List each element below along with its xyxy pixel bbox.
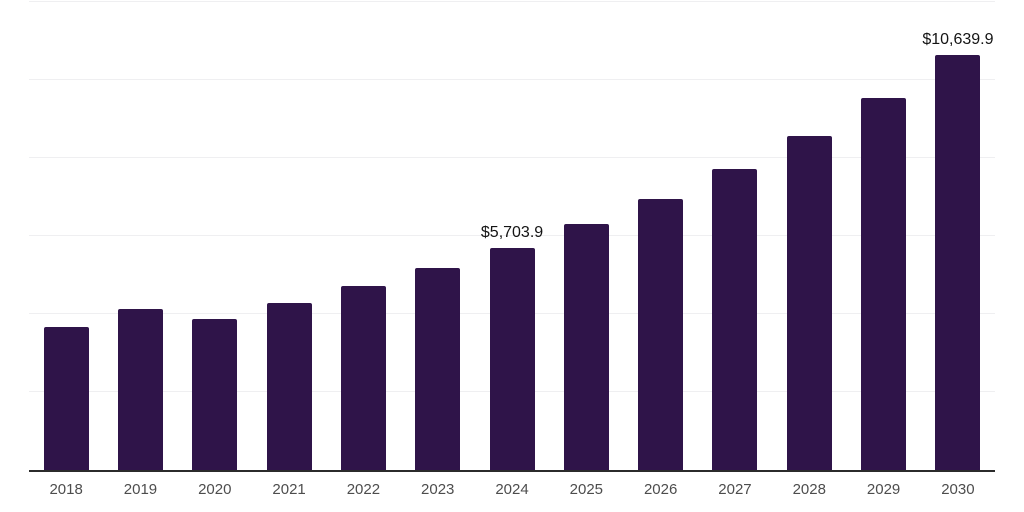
bar-slot-2027 [698, 2, 772, 470]
bar-2028 [786, 136, 832, 470]
bar-slot-2024: $5,703.9 [475, 2, 549, 470]
bar-2020 [192, 318, 238, 470]
bar-slot-2026 [624, 2, 698, 470]
x-axis-labels: 2018 2019 2020 2021 2022 2023 2024 2025 2026 2027… [29, 481, 995, 498]
x-tick-2030: 2030 [941, 481, 975, 498]
x-tick-2024: 2024 [495, 481, 529, 498]
gridline-6000 [29, 235, 995, 236]
bar-2022 [340, 286, 386, 470]
bar-slot-2029 [846, 2, 920, 470]
bar-2023 [415, 267, 461, 470]
x-tick-2027: 2027 [718, 481, 752, 498]
bars-row: $5,703.9 $10,639.9 [29, 2, 995, 470]
x-tick-2019: 2019 [123, 481, 158, 498]
bar-2019 [117, 308, 163, 470]
x-tick-2025: 2025 [569, 481, 604, 498]
x-tick-2022: 2022 [346, 481, 381, 498]
bar-slot-2021 [252, 2, 326, 470]
x-tick-2028: 2028 [792, 481, 826, 498]
bar-slot-2030: $10,639.9 [921, 2, 995, 470]
x-tick-2018: 2018 [49, 481, 83, 498]
x-tick-2021: 2021 [272, 481, 306, 498]
bar-slot-2023 [401, 2, 475, 470]
x-tick-2026: 2026 [643, 481, 678, 498]
gridline-8000 [29, 157, 995, 159]
x-tick-2020: 2020 [198, 481, 232, 498]
plot-area: $5,703.9 $10,639.9 [29, 1, 995, 472]
data-label-2030: $10,639.9 [922, 31, 994, 49]
bar-slot-2028 [772, 2, 846, 470]
bar-2029 [861, 98, 907, 470]
bar-2026 [638, 198, 684, 470]
bar-2030: $10,639.9 [922, 31, 994, 470]
gridline-10000 [29, 79, 995, 80]
bar-slot-2022 [326, 2, 400, 470]
bar-2024: $5,703.9 [481, 224, 543, 470]
bar-slot-2018 [29, 2, 103, 470]
bar-2027 [712, 168, 758, 470]
bar-slot-2020 [178, 2, 252, 470]
bar-slot-2025 [549, 2, 623, 470]
x-tick-2023: 2023 [421, 481, 455, 498]
bar-2025 [563, 224, 609, 470]
gridline-12000 [29, 1, 995, 2]
bar-slot-2019 [103, 2, 177, 470]
data-label-2024: $5,703.9 [480, 223, 544, 241]
bar-2018 [43, 327, 89, 470]
bar-2021 [266, 303, 312, 470]
x-tick-2029: 2029 [866, 481, 901, 498]
